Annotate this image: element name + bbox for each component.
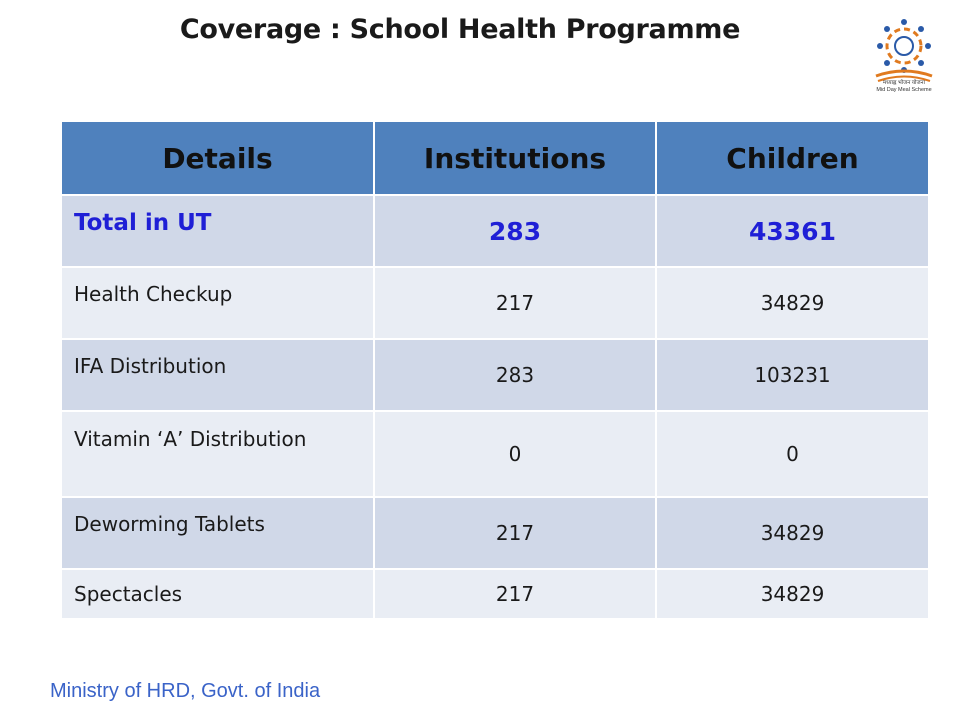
row-institutions: 283: [373, 194, 657, 268]
table-row: IFA Distribution 283 103231: [60, 338, 930, 412]
row-institutions: 0: [373, 410, 657, 498]
header-details: Details: [60, 120, 375, 196]
row-institutions: 217: [373, 496, 657, 570]
logo-caption-hindi: मध्याह्न भोजन योजना: [882, 80, 926, 86]
row-details: Deworming Tablets: [60, 496, 375, 570]
header-children: Children: [655, 120, 930, 196]
footer-ministry: Ministry of HRD, Govt. of India: [50, 680, 321, 702]
header-institutions: Institutions: [373, 120, 657, 196]
table-header-row: Details Institutions Children: [60, 120, 930, 196]
row-details: Spectacles: [60, 568, 375, 620]
table-row: Spectacles 217 34829: [60, 568, 930, 620]
row-children: 0: [655, 410, 930, 498]
coverage-table: Details Institutions Children Total in U…: [60, 120, 930, 620]
table-row: Total in UT 283 43361: [60, 194, 930, 268]
logo-caption: मध्याह्न भोजन योजना Mid Day Meal Scheme: [866, 80, 942, 94]
row-children: 34829: [655, 266, 930, 340]
logo-caption-english: Mid Day Meal Scheme: [876, 87, 932, 93]
table-row: Vitamin ‘A’ Distribution 0 0: [60, 410, 930, 498]
row-children: 34829: [655, 496, 930, 570]
row-institutions: 217: [373, 266, 657, 340]
row-details: Health Checkup: [60, 266, 375, 340]
row-children: 34829: [655, 568, 930, 620]
table-row: Deworming Tablets 217 34829: [60, 496, 930, 570]
mid-day-meal-logo: [875, 19, 933, 82]
row-children: 103231: [655, 338, 930, 412]
row-children: 43361: [655, 194, 930, 268]
row-institutions: 217: [373, 568, 657, 620]
page-title: Coverage : School Health Programme: [179, 14, 741, 45]
row-details: IFA Distribution: [60, 338, 375, 412]
table-row: Health Checkup 217 34829: [60, 266, 930, 340]
row-details: Vitamin ‘A’ Distribution: [60, 410, 375, 498]
row-details: Total in UT: [60, 194, 375, 268]
row-institutions: 283: [373, 338, 657, 412]
